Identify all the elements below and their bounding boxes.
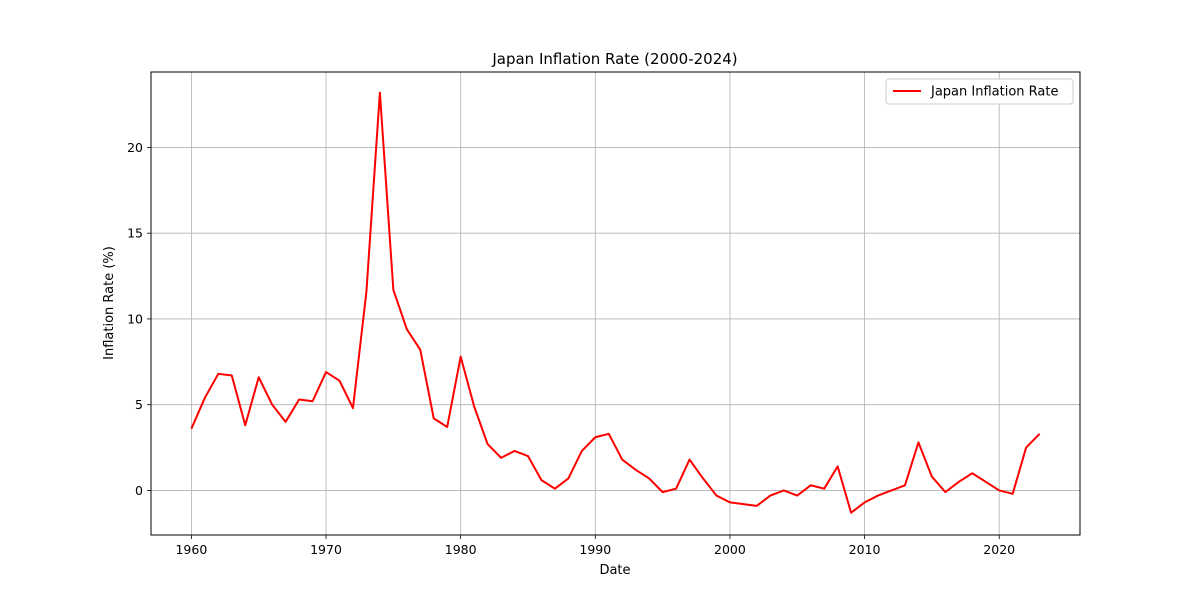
tick-layer: 1960 1970 1980 1990 2000 2010 2020 0 5 10 15 20 [127, 140, 1015, 557]
x-tick-label: 2010 [849, 542, 881, 557]
series-line [190, 91, 1041, 514]
x-tick-label: 1980 [445, 542, 477, 557]
axes-frame [150, 71, 1081, 536]
y-axis-label: Inflation Rate (%) [102, 246, 117, 360]
x-tick-label: 1960 [175, 542, 207, 557]
legend-entry-label: Japan Inflation Rate [930, 85, 1058, 100]
legend-box [885, 78, 1074, 105]
legend: Japan Inflation Rate [885, 78, 1074, 105]
x-tick-label: 1970 [310, 542, 342, 557]
grid-layer [151, 72, 1080, 535]
chart-title: Japan Inflation Rate (2000-2024) [491, 50, 737, 68]
x-axis-label: Date [599, 563, 630, 578]
y-tick-label: 0 [135, 483, 143, 498]
y-tick-label: 10 [127, 311, 143, 326]
x-tick-label: 2000 [714, 542, 746, 557]
y-tick-label: 5 [135, 397, 143, 412]
x-tick-label: 1990 [579, 542, 611, 557]
y-tick-label: 20 [127, 140, 143, 155]
series-layer [190, 91, 1041, 514]
plot-frame [150, 71, 1081, 536]
x-tick-label: 2020 [983, 542, 1015, 557]
y-tick-label: 15 [127, 226, 143, 241]
